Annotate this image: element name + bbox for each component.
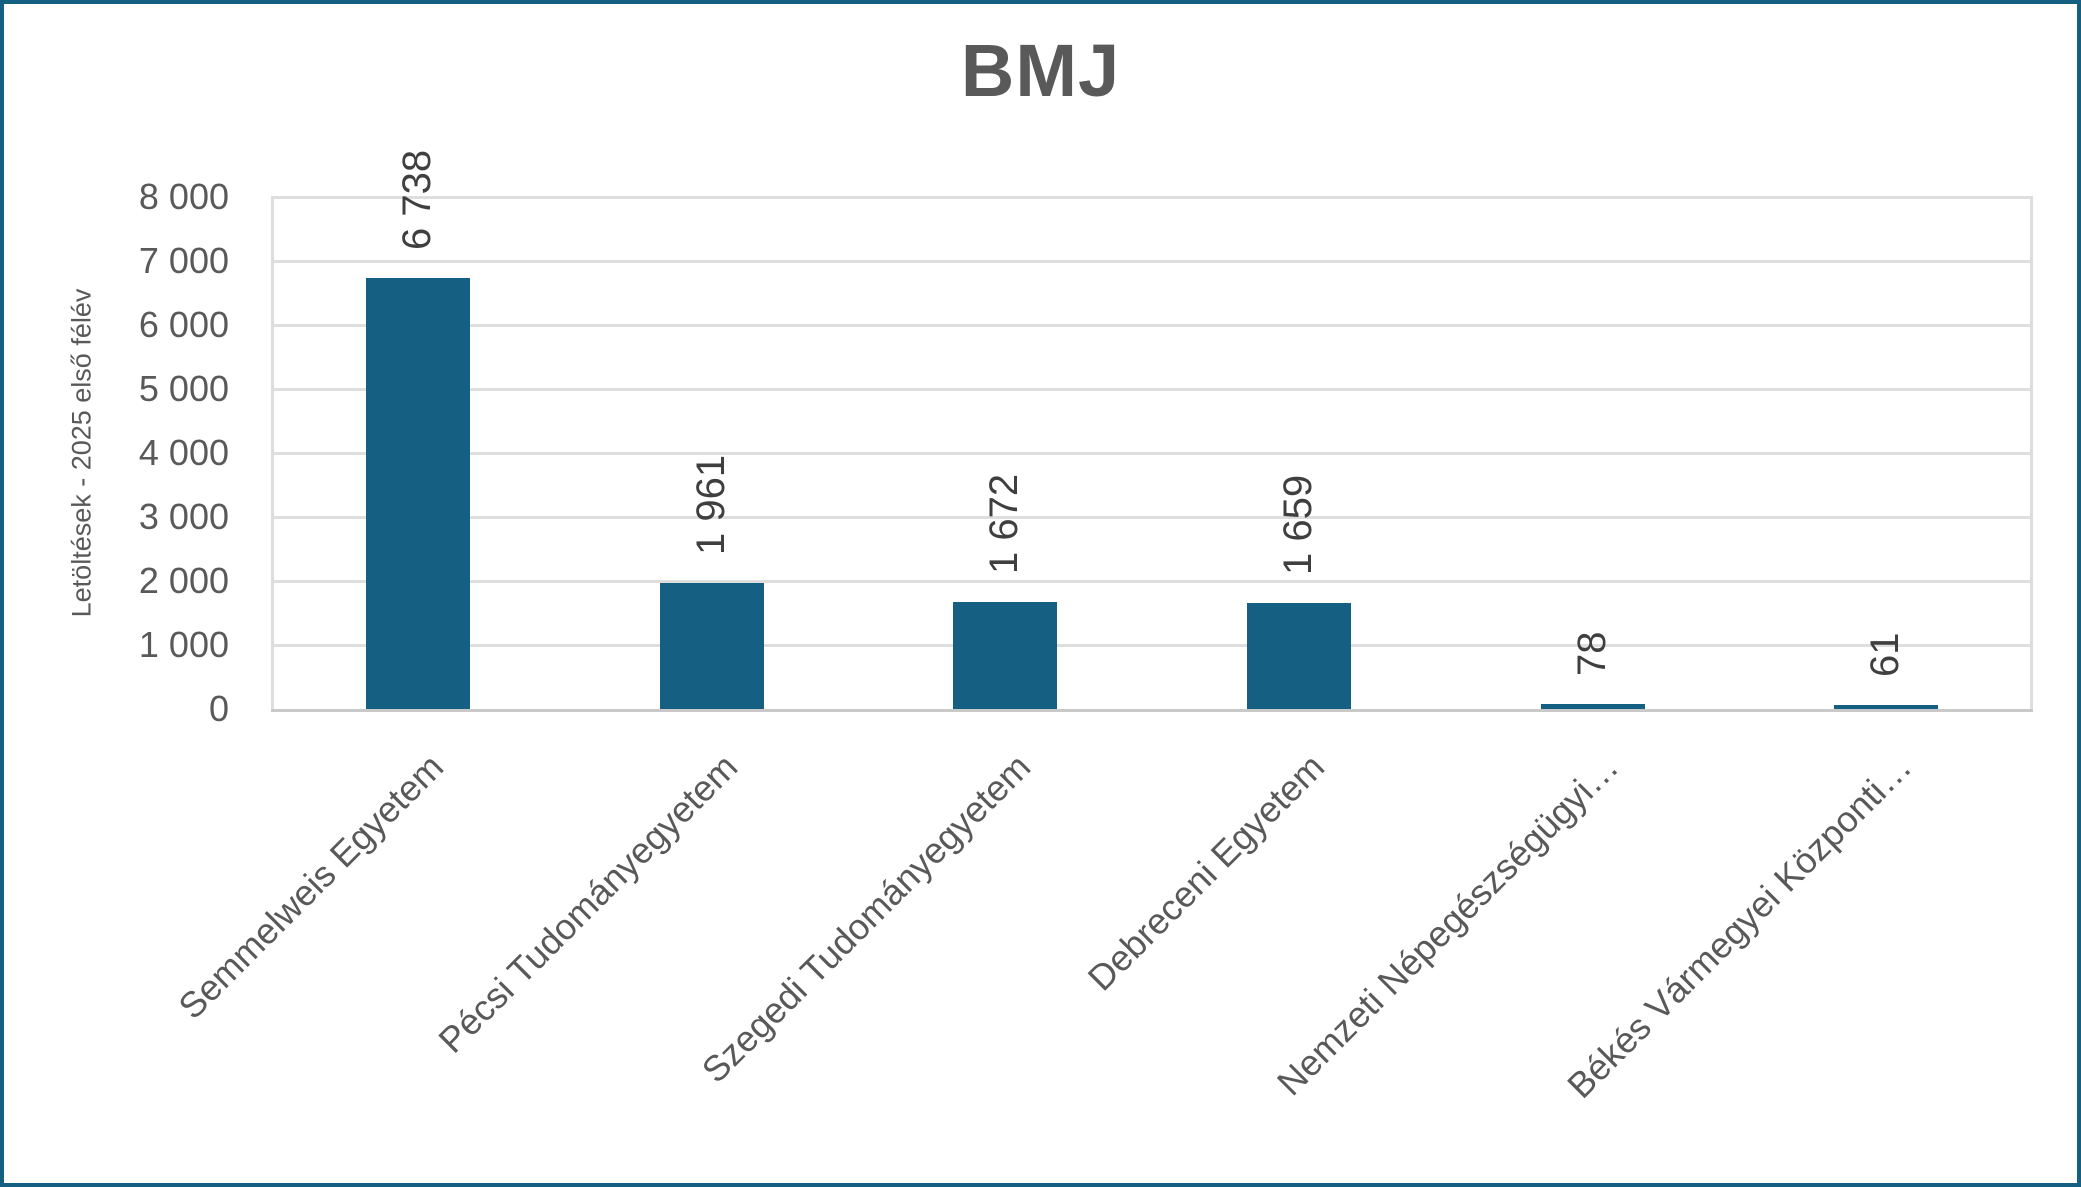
y-tick-label: 5 000 <box>138 368 229 409</box>
plot-area <box>271 196 2033 712</box>
bar <box>1247 603 1351 709</box>
y-tick-label: 0 <box>208 688 229 729</box>
y-tick-label: 7 000 <box>138 240 229 281</box>
bar-value-label: 61 <box>1863 632 1907 678</box>
x-category-label: Semmelweis Egyetem <box>170 746 451 1027</box>
y-gridline <box>271 324 2033 327</box>
y-gridline <box>271 644 2033 647</box>
chart-title: BMJ <box>960 29 1121 112</box>
bar-value-label: 1 672 <box>982 473 1026 574</box>
bar <box>953 602 1057 709</box>
bar <box>1541 704 1645 709</box>
x-category-label: Békés Vármegyei Központi… <box>1558 746 1919 1107</box>
bar-value-label: 1 961 <box>689 454 733 555</box>
y-tick-label: 6 000 <box>138 304 229 345</box>
x-category-label: Nemzeti Népegészségügyi… <box>1268 746 1626 1104</box>
y-tick-label: 1 000 <box>138 624 229 665</box>
y-gridline <box>271 388 2033 391</box>
bar <box>366 278 470 709</box>
bar-value-label: 6 738 <box>395 149 439 250</box>
y-tick-label: 2 000 <box>138 560 229 601</box>
y-tick-label: 3 000 <box>138 496 229 537</box>
bar <box>660 583 764 709</box>
y-tick-label: 4 000 <box>138 432 229 473</box>
x-category-label: Debreceni Egyetem <box>1079 746 1332 999</box>
bar <box>1834 705 1938 709</box>
plot-border-right <box>2030 197 2033 712</box>
y-gridline <box>271 260 2033 263</box>
x-category-label: Pécsi Tudományegyetem <box>430 746 745 1061</box>
y-gridline <box>271 580 2033 583</box>
y-gridline <box>271 516 2033 519</box>
bar-value-label: 78 <box>1570 631 1614 677</box>
x-axis-line <box>271 709 2033 712</box>
y-tick-label: 8 000 <box>138 176 229 217</box>
x-category-label: Szegedi Tudományegyetem <box>693 746 1038 1091</box>
plot-border-left <box>271 197 274 712</box>
y-gridline <box>271 452 2033 455</box>
bar-value-label: 1 659 <box>1276 474 1320 575</box>
y-gridline <box>271 196 2033 199</box>
